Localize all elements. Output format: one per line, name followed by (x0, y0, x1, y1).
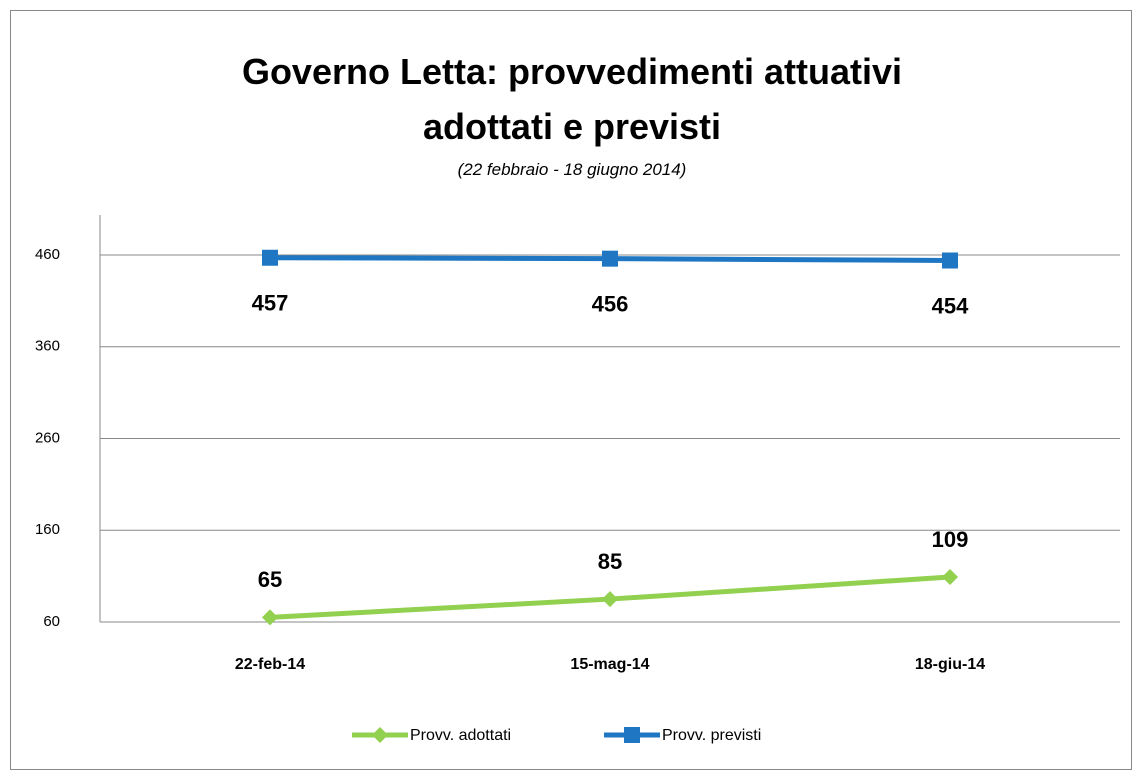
data-point (602, 591, 618, 608)
chart-title: Governo Letta: provvedimenti attuativi a… (241, 51, 903, 147)
legend-marker (624, 727, 640, 743)
data-label: 454 (932, 293, 969, 318)
y-tick-label: 160 (35, 521, 60, 538)
x-tick-label: 22-feb-14 (235, 656, 305, 673)
chart-subtitle: (22 febbraio - 18 giugno 2014) (457, 160, 687, 179)
data-point (262, 609, 278, 626)
data-point (942, 252, 958, 269)
data-label: 85 (598, 549, 622, 574)
y-tick-label: 360 (35, 338, 60, 355)
data-label: 65 (258, 567, 282, 592)
legend-label: Provv. previsti (662, 727, 761, 744)
data-point (262, 249, 278, 266)
legend-marker (372, 727, 388, 743)
x-tick-label: 15-mag-14 (570, 656, 649, 673)
data-label: 109 (932, 527, 969, 552)
y-tick-label: 60 (43, 613, 60, 630)
y-tick-label: 460 (35, 246, 60, 263)
data-point (602, 250, 618, 267)
data-label: 457 (252, 291, 289, 316)
data-point (942, 569, 958, 586)
legend-label: Provv. adottati (410, 727, 511, 744)
x-tick-label: 18-giu-14 (915, 656, 985, 673)
y-tick-label: 260 (35, 429, 60, 446)
data-label: 456 (592, 291, 629, 316)
